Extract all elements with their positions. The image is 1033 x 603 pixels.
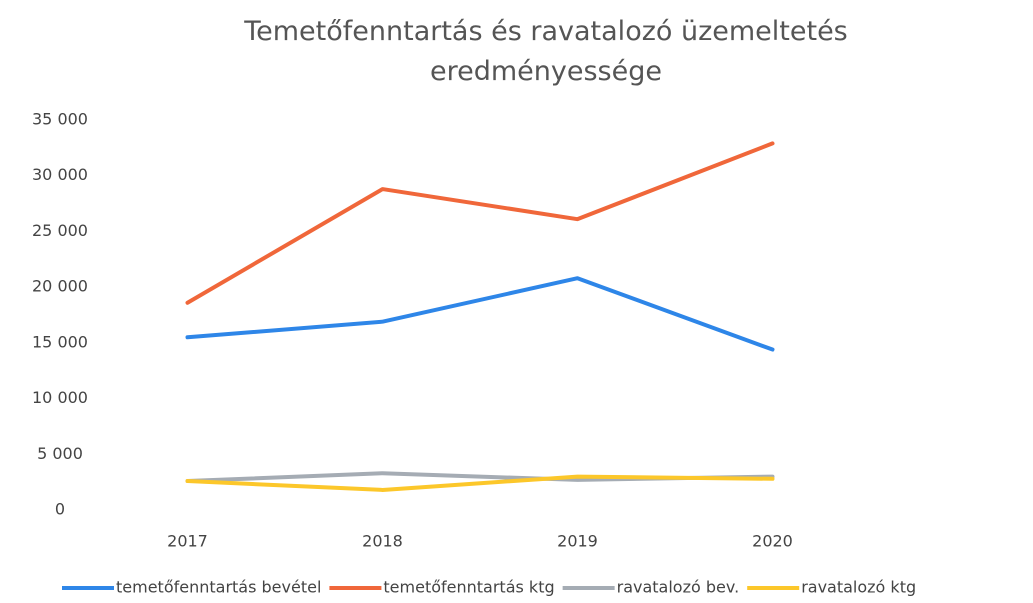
y-tick-label: 5 000: [37, 444, 83, 463]
series-line: [185, 276, 775, 352]
y-tick-label: 15 000: [32, 332, 88, 351]
x-tick-label: 2018: [362, 532, 403, 551]
y-tick-label: 25 000: [32, 221, 88, 240]
chart-title: Temetőfenntartás és ravatalozó üzemeltet…: [244, 16, 848, 87]
y-tick-label: 10 000: [32, 388, 88, 407]
y-tick-label: 20 000: [32, 277, 88, 296]
legend-label: ravatalozó bev.: [617, 578, 740, 597]
y-tick-label: 0: [55, 500, 65, 519]
x-tick-label: 2017: [167, 532, 208, 551]
x-tick-label: 2019: [557, 532, 598, 551]
y-tick-label: 35 000: [32, 110, 88, 129]
series-line: [185, 474, 775, 492]
y-tick-label: 30 000: [32, 165, 88, 184]
legend-label: temetőfenntartás bevétel: [116, 578, 321, 597]
series-line: [185, 141, 775, 305]
legend-label: ravatalozó ktg: [801, 578, 916, 597]
x-tick-label: 2020: [752, 532, 793, 551]
legend-label: temetőfenntartás ktg: [383, 578, 554, 597]
